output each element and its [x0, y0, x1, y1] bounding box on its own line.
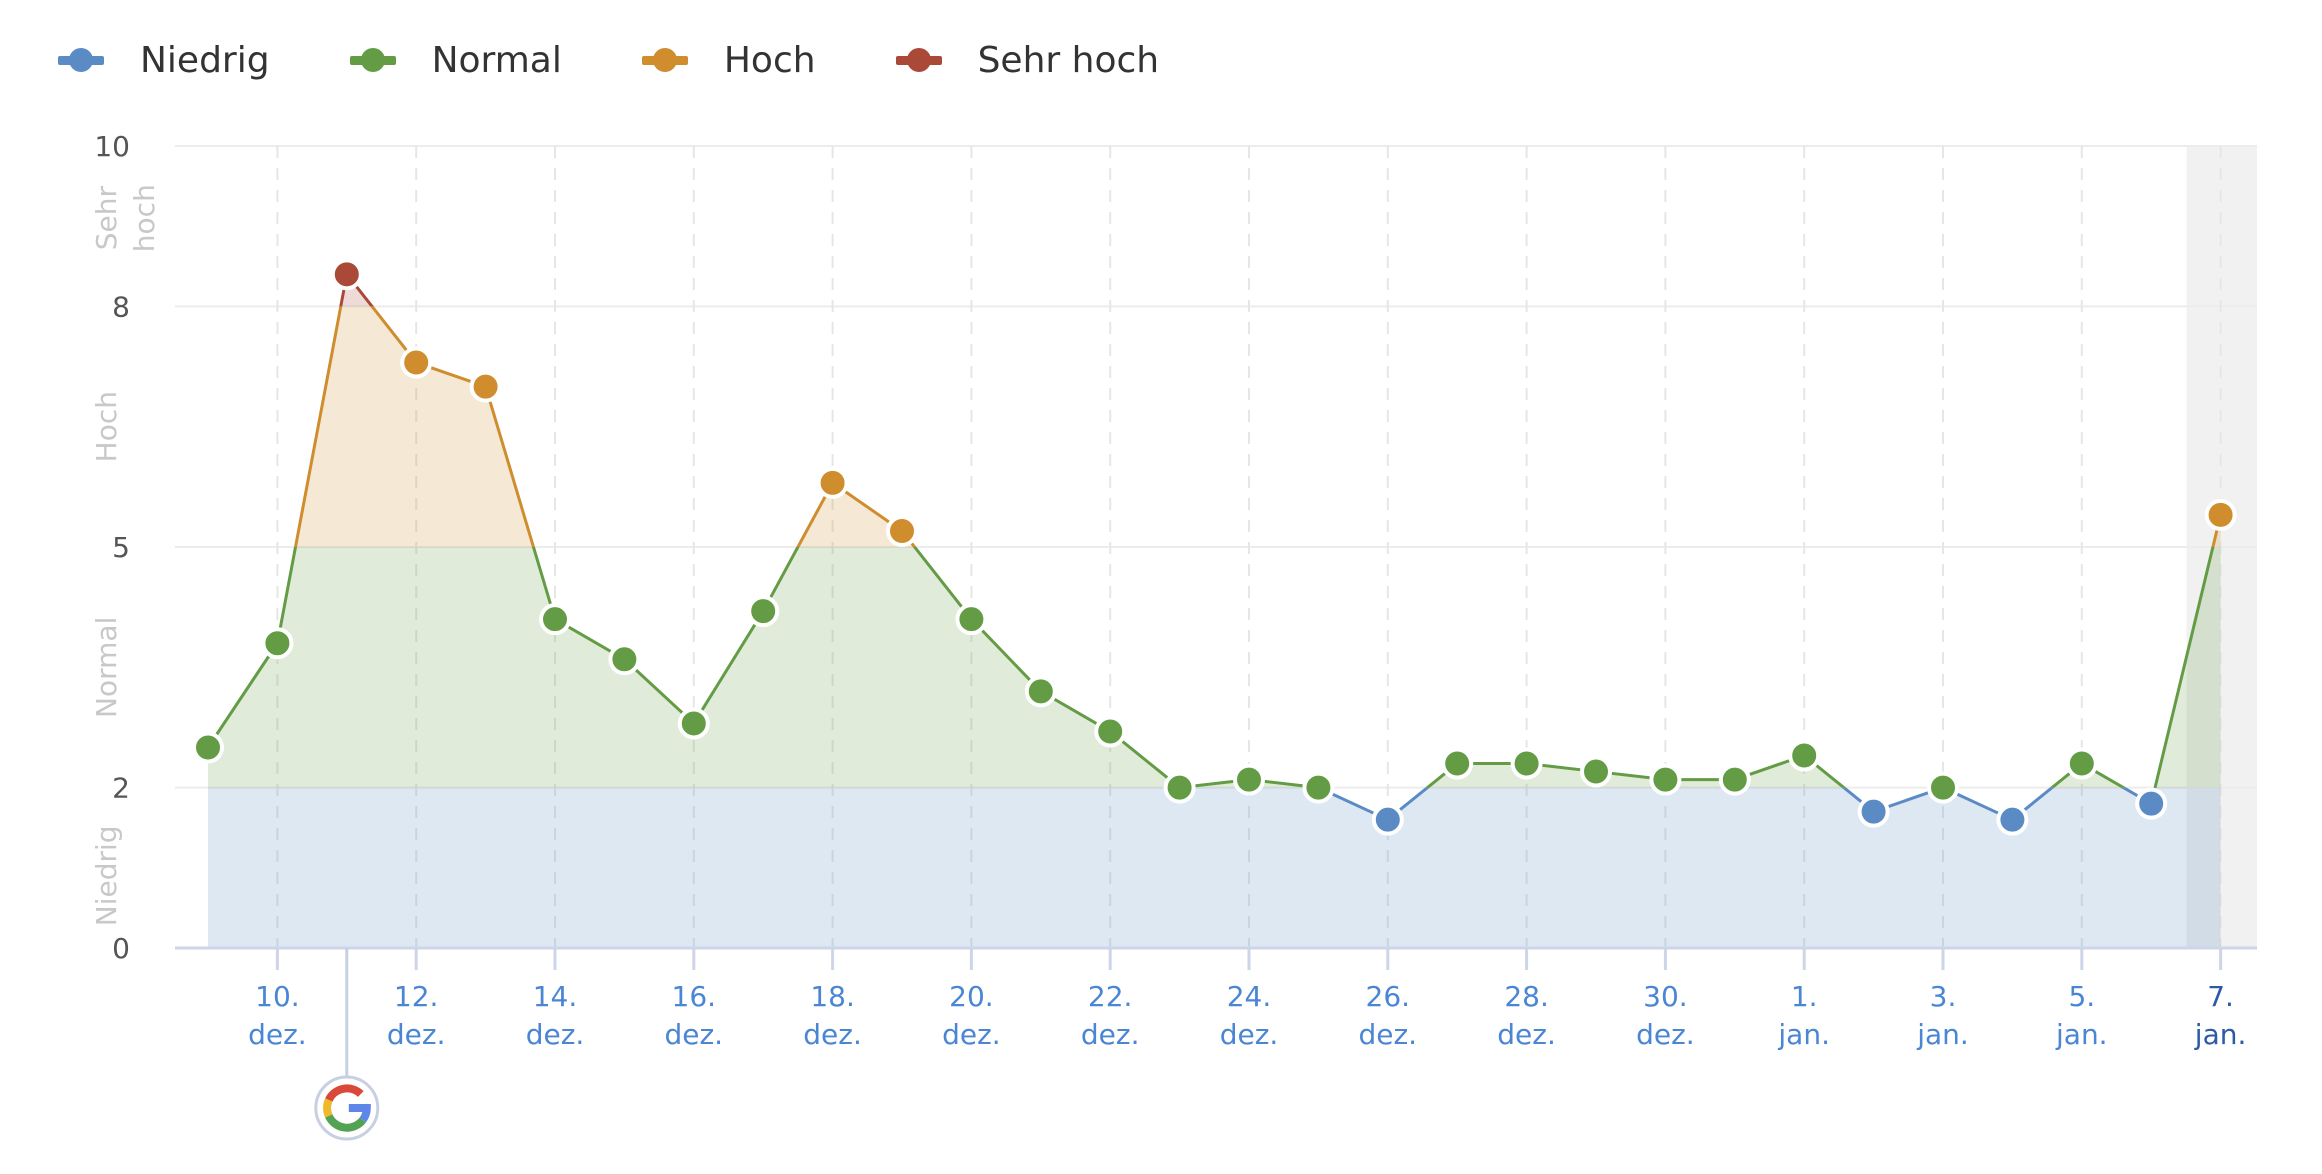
legend-label: Hoch: [723, 39, 816, 81]
data-point[interactable]: [1371, 803, 1404, 836]
data-point[interactable]: [747, 595, 780, 628]
x-tick-label: jan.: [1916, 1018, 1969, 1051]
x-tick-label: 22.: [1088, 980, 1133, 1013]
y-band-label: Normal: [90, 617, 123, 718]
x-tick-label: dez.: [248, 1018, 307, 1051]
area-niedrig: [208, 787, 2221, 948]
data-point[interactable]: [192, 731, 224, 764]
x-tick-label: jan.: [2194, 1018, 2247, 1051]
x-tick-label: dez.: [387, 1018, 446, 1051]
data-point[interactable]: [1580, 755, 1612, 788]
data-point[interactable]: [677, 707, 710, 740]
area-normal: [208, 547, 2221, 788]
x-tick-label: 7.: [2207, 980, 2234, 1013]
legend-label: Sehr hoch: [977, 39, 1160, 81]
data-point[interactable]: [816, 466, 849, 499]
data-point[interactable]: [539, 603, 571, 636]
y-tick-label: 5: [112, 531, 130, 564]
data-point[interactable]: [400, 346, 433, 379]
data-point[interactable]: [1441, 747, 1474, 780]
y-tick-label: 10: [94, 130, 130, 163]
x-tick-label: dez.: [1497, 1018, 1556, 1051]
legend-item-sehr-hoch[interactable]: Sehr hoch: [895, 39, 1160, 81]
x-tick-label: 30.: [1643, 980, 1688, 1013]
data-point[interactable]: [955, 603, 988, 636]
data-point[interactable]: [1024, 675, 1057, 708]
data-point[interactable]: [1302, 771, 1335, 804]
data-point[interactable]: [1788, 739, 1821, 772]
x-tick-label: jan.: [2055, 1018, 2108, 1051]
x-tick-label: 12.: [394, 980, 439, 1013]
x-tick-label: 26.: [1366, 980, 1411, 1013]
chart-legend: Niedrig Normal Hoch Sehr hoch: [58, 30, 1239, 90]
data-point[interactable]: [1094, 715, 1127, 748]
data-point[interactable]: [1927, 771, 1959, 804]
legend-marker-icon: [641, 48, 688, 72]
data-point[interactable]: [2135, 787, 2168, 820]
legend-marker-icon: [895, 48, 942, 72]
y-tick-label: 0: [112, 932, 130, 965]
x-tick-label: 20.: [949, 980, 994, 1013]
legend-marker-icon: [349, 48, 396, 72]
data-point[interactable]: [1233, 763, 1265, 796]
data-point[interactable]: [469, 370, 502, 403]
y-band-label: Niedrig: [90, 825, 123, 926]
x-tick-label: dez.: [803, 1018, 862, 1051]
y-band-label: hoch: [128, 184, 161, 252]
legend-item-normal[interactable]: Normal: [349, 39, 562, 81]
legend-item-hoch[interactable]: Hoch: [641, 39, 816, 81]
x-tick-label: 28.: [1504, 980, 1549, 1013]
data-point[interactable]: [261, 627, 294, 660]
data-point[interactable]: [1510, 747, 1543, 780]
area-hoch: [295, 306, 2221, 547]
x-tick-label: dez.: [664, 1018, 723, 1051]
data-point[interactable]: [2204, 498, 2237, 531]
x-tick-label: dez.: [1636, 1018, 1695, 1051]
legend-label: Normal: [431, 39, 562, 81]
data-point[interactable]: [886, 514, 918, 547]
data-point[interactable]: [1718, 763, 1751, 796]
x-tick-label: jan.: [1777, 1018, 1830, 1051]
data-point[interactable]: [1649, 763, 1682, 796]
x-tick-label: 16.: [672, 980, 717, 1013]
legend-marker-icon: [58, 48, 104, 72]
x-tick-label: 14.: [533, 980, 578, 1013]
y-band-label: Sehr: [90, 186, 123, 251]
data-point[interactable]: [1996, 803, 2029, 836]
data-point[interactable]: [330, 258, 363, 291]
x-tick-label: 3.: [1930, 980, 1957, 1013]
y-tick-label: 2: [112, 772, 130, 805]
google-icon[interactable]: [314, 1075, 380, 1141]
legend-item-niedrig[interactable]: Niedrig: [58, 40, 270, 81]
x-tick-label: dez.: [1358, 1018, 1417, 1051]
x-tick-label: 5.: [2068, 980, 2095, 1013]
x-tick-label: 24.: [1227, 980, 1272, 1013]
x-tick-label: 18.: [810, 980, 855, 1013]
legend-label: Niedrig: [140, 39, 270, 81]
x-tick-label: 10.: [255, 980, 300, 1013]
y-band-label: Hoch: [90, 391, 123, 462]
data-point[interactable]: [1857, 795, 1890, 828]
x-tick-label: dez.: [526, 1018, 585, 1051]
x-tick-label: dez.: [942, 1018, 1001, 1051]
y-tick-label: 8: [112, 290, 130, 323]
data-point[interactable]: [1163, 771, 1196, 804]
data-point[interactable]: [2065, 747, 2098, 780]
x-tick-label: dez.: [1081, 1018, 1140, 1051]
data-point[interactable]: [608, 643, 641, 676]
x-tick-label: dez.: [1220, 1018, 1279, 1051]
x-tick-label: 1.: [1791, 980, 1818, 1013]
